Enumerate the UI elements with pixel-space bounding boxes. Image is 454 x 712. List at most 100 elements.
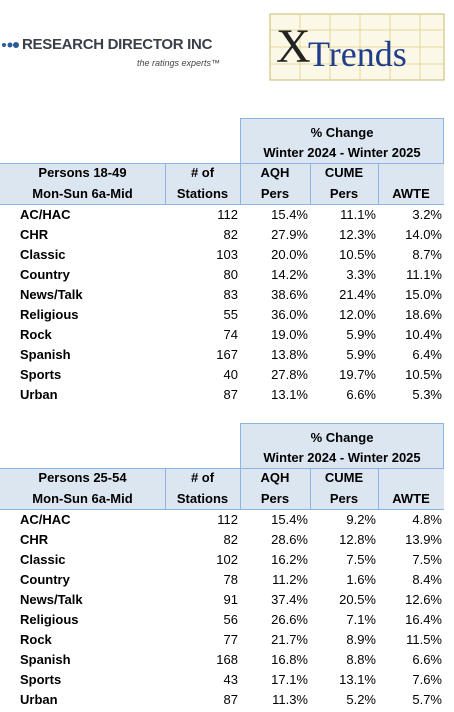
column-header: Pers (260, 186, 290, 201)
cell-value: 11.1% (406, 267, 442, 282)
cell-value: 112 (217, 512, 238, 527)
column-header: AQH (260, 165, 290, 180)
cell-value: 167 (216, 347, 238, 362)
cell-value: 6.4% (412, 347, 442, 362)
cell-value: 27.9% (271, 227, 308, 242)
cell-value: 8.7% (412, 247, 442, 262)
group-header: % Change (310, 430, 374, 445)
cell-value: 6.6% (412, 652, 442, 667)
cell-value: 5.3% (412, 387, 442, 402)
cell-value: 3.3% (346, 267, 376, 282)
cell-value: 15.4% (271, 207, 308, 222)
cell-value: 77 (223, 632, 238, 647)
cell-value: 5.9% (346, 327, 376, 342)
column-header: AQH (260, 470, 290, 485)
cell-value: 40 (223, 367, 238, 382)
row-label: Country (20, 267, 70, 282)
cell-value: 3.2% (412, 207, 442, 222)
row-label: News/Talk (20, 592, 83, 607)
row-label: Rock (20, 327, 52, 342)
column-header: Persons 25-54 (38, 470, 127, 485)
cell-value: 8.9% (346, 632, 376, 647)
cell-value: 11.2% (272, 572, 308, 587)
cell-value: 10.4% (405, 327, 442, 342)
cell-value: 21.4% (339, 287, 376, 302)
cell-value: 16.2% (271, 552, 308, 567)
row-label: Sports (20, 672, 62, 687)
row-label: Sports (20, 367, 62, 382)
row-label: Classic (20, 552, 66, 567)
cell-value: 8.4% (412, 572, 442, 587)
row-label: News/Talk (20, 287, 83, 302)
column-header: Persons 18-49 (38, 165, 127, 180)
cell-value: 27.8% (271, 367, 308, 382)
row-label: Urban (20, 692, 58, 707)
cell-value: 38.6% (271, 287, 308, 302)
cell-value: 103 (216, 247, 238, 262)
cell-value: 91 (223, 592, 238, 607)
cell-value: 10.5% (339, 247, 376, 262)
cell-value: 168 (216, 652, 238, 667)
cell-value: 87 (223, 692, 238, 707)
column-header: AWTE (392, 491, 430, 506)
cell-value: 4.8% (412, 512, 442, 527)
column-divider (378, 468, 379, 510)
cell-value: 13.1% (271, 387, 308, 402)
column-divider (240, 163, 241, 205)
group-box (240, 118, 444, 164)
column-header: Mon-Sun 6a-Mid (32, 491, 133, 506)
header-art: X Trends (2, 13, 445, 81)
tagline: the ratings experts™ (137, 58, 221, 68)
row-label: Spanish (20, 652, 71, 667)
cell-value: 12.3% (339, 227, 376, 242)
row-label: Spanish (20, 347, 71, 362)
cell-value: 14.0% (405, 227, 442, 242)
cell-value: 13.9% (405, 532, 442, 547)
cell-value: 28.6% (271, 532, 308, 547)
cell-value: 5.9% (346, 347, 376, 362)
cell-value: 8.8% (346, 652, 376, 667)
cell-value: 19.0% (271, 327, 308, 342)
cell-value: 7.6% (412, 672, 442, 687)
row-label: Country (20, 572, 70, 587)
column-header: Pers (329, 491, 359, 506)
cell-value: 112 (217, 207, 238, 222)
cell-value: 11.5% (406, 632, 442, 647)
cell-value: 15.4% (271, 512, 308, 527)
cell-value: 16.8% (271, 652, 308, 667)
column-divider (310, 163, 311, 205)
cell-value: 13.8% (271, 347, 308, 362)
group-header: % Change (310, 125, 374, 140)
cell-value: 56 (223, 612, 238, 627)
logo-mark: X (276, 20, 311, 73)
cell-value: 13.1% (339, 672, 376, 687)
column-header: CUME (324, 165, 364, 180)
column-divider (240, 468, 241, 510)
header-row (0, 468, 444, 510)
cell-value: 19.7% (339, 367, 376, 382)
cell-value: 87 (223, 387, 238, 402)
cell-value: 16.4% (405, 612, 442, 627)
row-label: Classic (20, 247, 66, 262)
column-header: # of (190, 165, 215, 180)
cell-value: 18.6% (405, 307, 442, 322)
cell-value: 20.0% (271, 247, 308, 262)
column-header: Mon-Sun 6a-Mid (32, 186, 133, 201)
cell-value: 82 (223, 227, 238, 242)
cell-value: 21.7% (271, 632, 308, 647)
row-label: AC/HAC (20, 207, 71, 222)
column-header: CUME (324, 470, 364, 485)
cell-value: 7.1% (346, 612, 376, 627)
cell-value: 14.2% (271, 267, 308, 282)
cell-value: 9.2% (346, 512, 376, 527)
cell-value: 17.1% (271, 672, 308, 687)
cell-value: 26.6% (271, 612, 308, 627)
cell-value: 12.8% (339, 532, 376, 547)
logo-text: Trends (308, 34, 407, 74)
cell-value: 11.3% (272, 692, 308, 707)
column-divider (378, 163, 379, 205)
column-header: # of (190, 470, 215, 485)
column-header: Pers (329, 186, 359, 201)
row-label: AC/HAC (20, 512, 71, 527)
